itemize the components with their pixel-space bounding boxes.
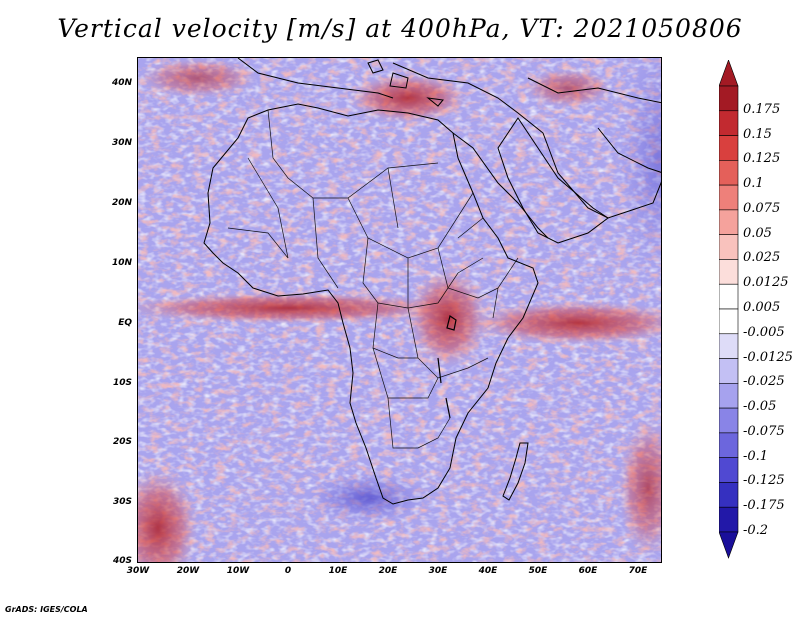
colorbar-swatch bbox=[719, 234, 739, 260]
lon-label: 10W bbox=[226, 566, 250, 576]
colorbar-swatch bbox=[719, 407, 739, 434]
lon-label: 70E bbox=[628, 566, 648, 576]
colorbar-swatch bbox=[719, 259, 739, 285]
vertical-velocity-field bbox=[138, 58, 661, 562]
lon-label: 20E bbox=[378, 566, 398, 576]
east-africa-ascent bbox=[408, 268, 488, 368]
colorbar-label: 0.025 bbox=[743, 250, 781, 266]
lon-label: 30W bbox=[126, 566, 150, 576]
colorbar-label: -0.175 bbox=[743, 498, 785, 514]
colorbar-label: 0.1 bbox=[743, 176, 764, 192]
country-borders bbox=[227, 109, 519, 449]
colorbar-label: 0.0125 bbox=[743, 275, 789, 291]
lat-label: 10S bbox=[112, 378, 132, 388]
colorbar-swatch bbox=[719, 506, 739, 533]
colorbar-label: -0.1 bbox=[743, 448, 769, 464]
lat-label: 20S bbox=[112, 437, 132, 447]
lon-label: 10E bbox=[328, 566, 348, 576]
colorbar-swatch bbox=[719, 432, 739, 458]
lat-label: 20N bbox=[111, 198, 132, 208]
lat-label: 10N bbox=[111, 258, 132, 268]
colorbar-swatch bbox=[719, 209, 739, 235]
colorbar-label: 0.15 bbox=[743, 126, 772, 142]
colorbar-swatch bbox=[719, 85, 739, 112]
colorbar-label: -0.005 bbox=[743, 324, 785, 340]
coastlines bbox=[203, 58, 661, 505]
colorbar-extend-max bbox=[719, 60, 739, 87]
colorbar-label: -0.125 bbox=[743, 473, 785, 489]
colorbar-label: -0.025 bbox=[743, 374, 785, 390]
colorbar-label: 0.05 bbox=[743, 225, 772, 241]
colorbar-swatch bbox=[719, 283, 739, 310]
colorbar-swatch bbox=[719, 160, 739, 186]
lon-label: 50E bbox=[528, 566, 548, 576]
colorbar-swatch bbox=[719, 358, 739, 384]
colorbar-swatch bbox=[719, 457, 739, 483]
colorbar-swatch bbox=[719, 383, 739, 409]
lat-label: EQ bbox=[118, 318, 132, 328]
map-panel[interactable] bbox=[137, 57, 662, 563]
lat-label: 40S bbox=[112, 556, 132, 566]
lat-label: 30N bbox=[111, 138, 132, 148]
colorbar-swatch bbox=[719, 482, 739, 508]
map-title: Vertical velocity [m/s] at 400hPa, VT: 2… bbox=[57, 14, 743, 43]
colorbar-label: -0.075 bbox=[743, 423, 785, 439]
colorbar-label: -0.05 bbox=[743, 399, 777, 415]
colorbar-swatch bbox=[719, 184, 739, 211]
colorbar-swatch bbox=[719, 333, 739, 359]
colorbar-label: 0.125 bbox=[743, 151, 781, 167]
lon-label: 40E bbox=[478, 566, 498, 576]
colorbar-label: -0.2 bbox=[743, 523, 769, 538]
itcz-ascent-band-west bbox=[138, 292, 458, 324]
southwest-ascent-streak bbox=[138, 468, 198, 562]
mediterranean-islands bbox=[367, 59, 444, 107]
colorbar-label: -0.0125 bbox=[743, 349, 793, 365]
lon-label: 30E bbox=[428, 566, 448, 576]
indian-ocean-ascent-band bbox=[468, 301, 661, 345]
lon-label: 0 bbox=[284, 566, 292, 576]
colorbar bbox=[719, 60, 739, 559]
colorbar-extend-min bbox=[719, 531, 739, 559]
great-lakes bbox=[437, 315, 457, 419]
colorbar-label: 0.075 bbox=[743, 200, 781, 216]
colorbar-label: 0.175 bbox=[743, 101, 781, 117]
colorbar-label: 0.005 bbox=[743, 300, 781, 315]
arabian-peninsula bbox=[497, 77, 661, 244]
lon-label: 20W bbox=[176, 566, 200, 576]
lon-label: 60E bbox=[578, 566, 598, 576]
south-atlantic-descent bbox=[308, 473, 428, 523]
lat-label: 40N bbox=[111, 78, 132, 88]
colorbar-swatch bbox=[719, 308, 739, 335]
colorbar-swatch bbox=[719, 135, 739, 161]
lat-label: 30S bbox=[112, 497, 132, 507]
colorbar-swatch bbox=[719, 110, 739, 136]
grads-credit: GrADS: IGES/COLA bbox=[5, 605, 88, 614]
